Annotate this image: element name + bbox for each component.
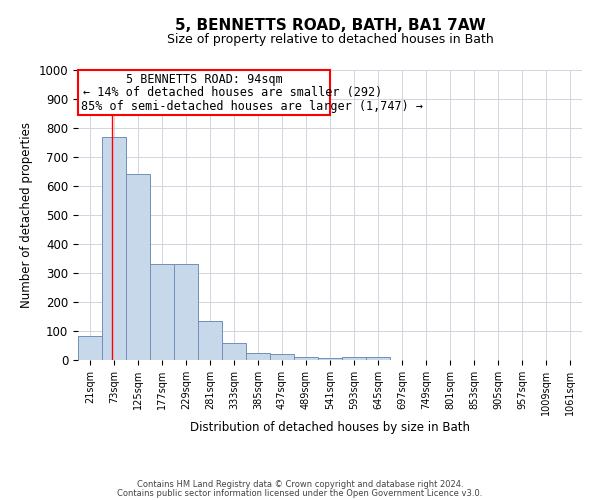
FancyBboxPatch shape	[78, 70, 330, 115]
Bar	[174, 264, 198, 360]
Text: ← 14% of detached houses are smaller (292): ← 14% of detached houses are smaller (29…	[83, 86, 382, 99]
Bar	[294, 357, 318, 360]
Bar	[102, 136, 126, 360]
X-axis label: Distribution of detached houses by size in Bath: Distribution of detached houses by size …	[190, 420, 470, 434]
Bar	[246, 353, 270, 360]
Bar	[342, 357, 366, 360]
Text: 85% of semi-detached houses are larger (1,747) →: 85% of semi-detached houses are larger (…	[80, 100, 422, 114]
Text: 5, BENNETTS ROAD, BATH, BA1 7AW: 5, BENNETTS ROAD, BATH, BA1 7AW	[175, 18, 485, 32]
Bar	[318, 358, 342, 360]
Bar	[270, 354, 294, 360]
Text: 5 BENNETTS ROAD: 94sqm: 5 BENNETTS ROAD: 94sqm	[125, 73, 283, 86]
Bar	[366, 357, 390, 360]
Bar	[222, 343, 246, 360]
Text: Contains HM Land Registry data © Crown copyright and database right 2024.: Contains HM Land Registry data © Crown c…	[137, 480, 463, 489]
Bar	[126, 174, 150, 360]
Bar	[198, 322, 222, 360]
Y-axis label: Number of detached properties: Number of detached properties	[20, 122, 33, 308]
Text: Size of property relative to detached houses in Bath: Size of property relative to detached ho…	[167, 32, 493, 46]
Bar	[78, 336, 102, 360]
Bar	[150, 264, 174, 360]
Text: Contains public sector information licensed under the Open Government Licence v3: Contains public sector information licen…	[118, 489, 482, 498]
